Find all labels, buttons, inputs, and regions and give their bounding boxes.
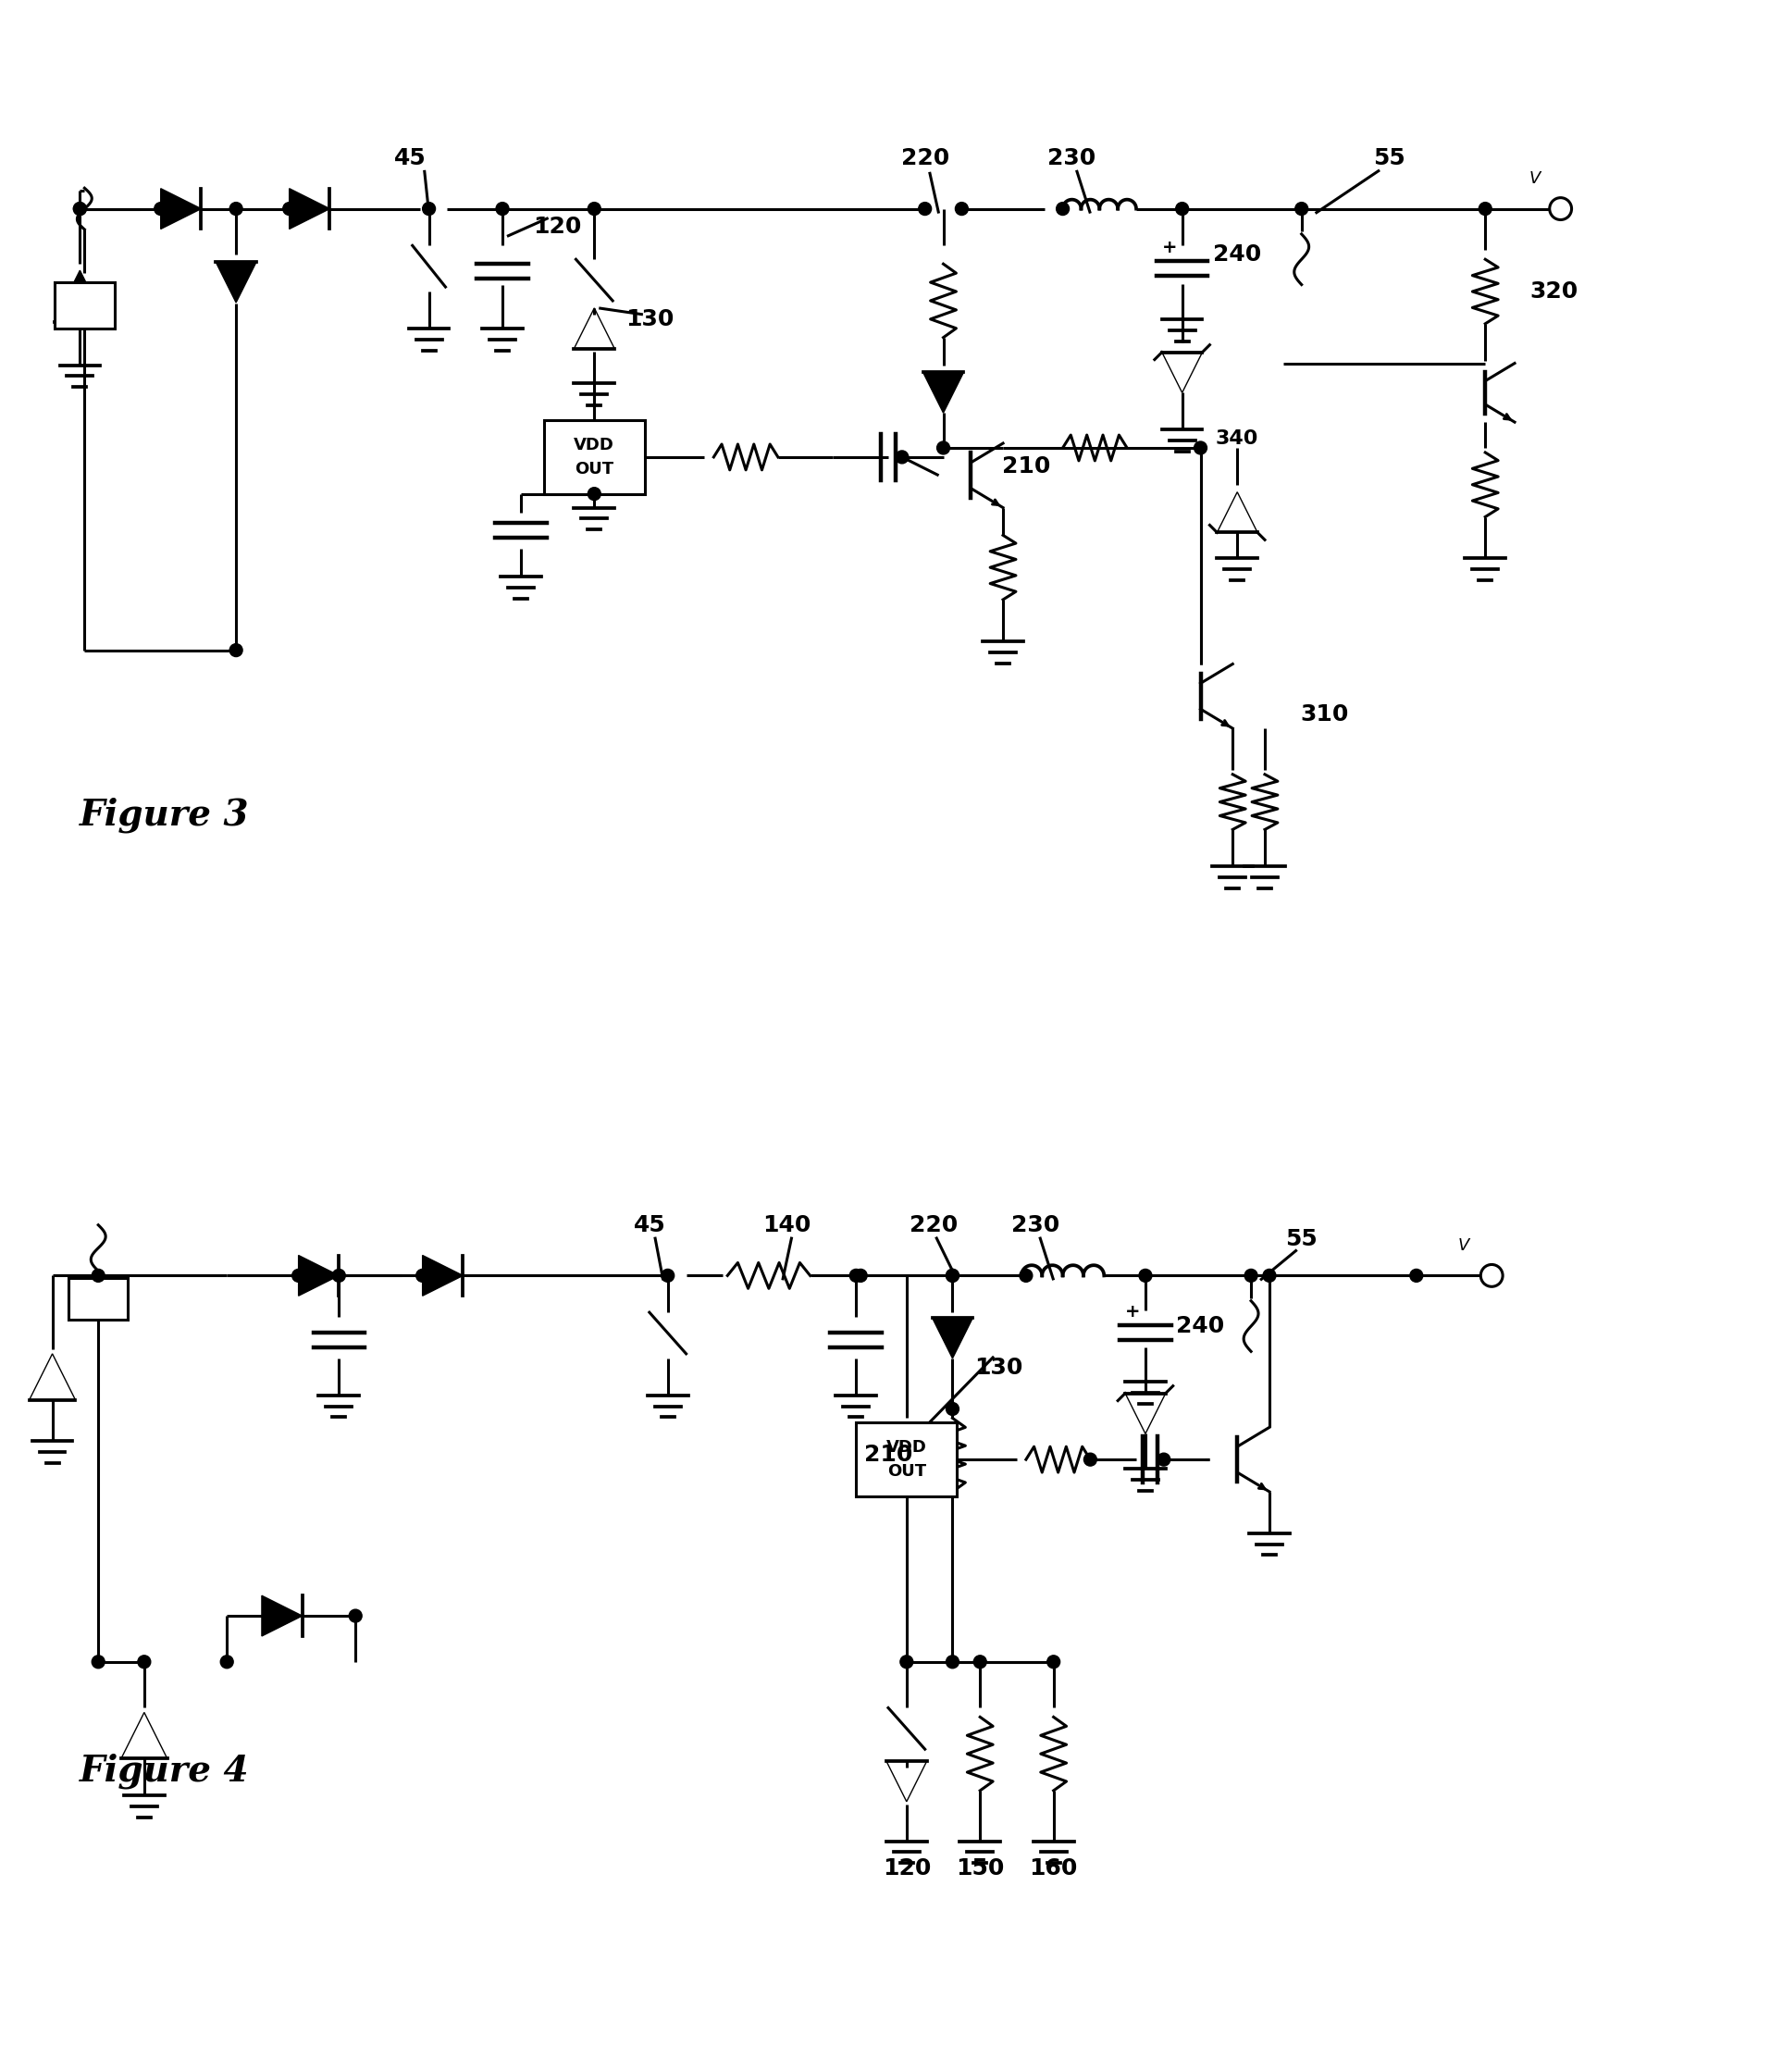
Polygon shape — [924, 373, 963, 412]
Circle shape — [1195, 441, 1207, 454]
FancyBboxPatch shape — [543, 421, 644, 493]
Text: V: V — [1458, 1237, 1469, 1254]
Text: 140: 140 — [763, 1214, 811, 1237]
Text: 45: 45 — [395, 147, 427, 170]
Polygon shape — [30, 1353, 76, 1401]
Polygon shape — [299, 1256, 338, 1295]
Polygon shape — [289, 189, 329, 230]
Circle shape — [154, 203, 166, 215]
Circle shape — [1048, 1656, 1060, 1668]
Text: 220: 220 — [910, 1214, 958, 1237]
Polygon shape — [262, 1595, 303, 1637]
Text: 230: 230 — [1011, 1214, 1060, 1237]
Circle shape — [283, 203, 296, 215]
Text: Figure 4: Figure 4 — [80, 1753, 250, 1790]
Polygon shape — [933, 1318, 974, 1359]
Text: +: + — [1161, 238, 1177, 257]
Text: VDD: VDD — [887, 1438, 927, 1455]
Text: 120: 120 — [883, 1859, 931, 1879]
Polygon shape — [423, 1256, 464, 1295]
Circle shape — [1138, 1270, 1152, 1283]
Text: 45: 45 — [634, 1214, 666, 1237]
Text: 55: 55 — [1285, 1229, 1317, 1249]
Text: 240: 240 — [1177, 1316, 1225, 1336]
Polygon shape — [1218, 491, 1257, 533]
Circle shape — [901, 1656, 913, 1668]
FancyBboxPatch shape — [857, 1423, 958, 1496]
Circle shape — [416, 1270, 428, 1283]
Circle shape — [662, 1270, 674, 1283]
Circle shape — [974, 1656, 986, 1668]
Text: Figure 3: Figure 3 — [80, 798, 250, 833]
Circle shape — [850, 1270, 862, 1283]
Circle shape — [333, 1270, 345, 1283]
Circle shape — [1083, 1452, 1097, 1467]
Circle shape — [919, 203, 931, 215]
FancyBboxPatch shape — [69, 1278, 127, 1320]
Circle shape — [588, 203, 600, 215]
Polygon shape — [55, 269, 106, 321]
Circle shape — [1057, 203, 1069, 215]
Text: 160: 160 — [1030, 1859, 1078, 1879]
Circle shape — [138, 1656, 150, 1668]
Polygon shape — [1161, 352, 1202, 394]
Text: 240: 240 — [1212, 244, 1262, 265]
Text: 220: 220 — [901, 147, 949, 170]
Circle shape — [1020, 1270, 1032, 1283]
Text: 340: 340 — [1216, 429, 1258, 448]
Text: 230: 230 — [1048, 147, 1096, 170]
Text: 320: 320 — [1529, 280, 1579, 303]
Circle shape — [92, 1656, 104, 1668]
Text: +: + — [1126, 1303, 1140, 1320]
Text: 150: 150 — [956, 1859, 1004, 1879]
Circle shape — [230, 203, 242, 215]
Circle shape — [947, 1656, 959, 1668]
Circle shape — [1264, 1270, 1276, 1283]
Circle shape — [1244, 1270, 1257, 1283]
Polygon shape — [1126, 1392, 1166, 1434]
Text: OUT: OUT — [887, 1463, 926, 1479]
Text: 130: 130 — [974, 1357, 1023, 1378]
Circle shape — [956, 203, 968, 215]
Circle shape — [947, 1270, 959, 1283]
Text: VDD: VDD — [573, 437, 614, 454]
Polygon shape — [573, 309, 614, 348]
Text: 210: 210 — [864, 1444, 913, 1467]
Circle shape — [936, 441, 950, 454]
Polygon shape — [120, 1711, 166, 1759]
Circle shape — [92, 1270, 104, 1283]
Circle shape — [1175, 203, 1189, 215]
Text: 120: 120 — [533, 215, 582, 238]
Circle shape — [74, 203, 87, 215]
Text: OUT: OUT — [575, 460, 614, 479]
Circle shape — [1296, 203, 1308, 215]
Text: 130: 130 — [625, 309, 674, 329]
Polygon shape — [216, 261, 257, 303]
Circle shape — [349, 1610, 361, 1622]
Circle shape — [1478, 203, 1492, 215]
Circle shape — [588, 487, 600, 499]
Text: 55: 55 — [1374, 147, 1405, 170]
FancyBboxPatch shape — [55, 282, 115, 327]
Circle shape — [947, 1403, 959, 1415]
Circle shape — [1411, 1270, 1423, 1283]
Circle shape — [423, 203, 435, 215]
Circle shape — [1158, 1452, 1170, 1467]
Circle shape — [896, 450, 908, 464]
Circle shape — [74, 203, 87, 215]
Circle shape — [292, 1270, 304, 1283]
Text: V: V — [1529, 170, 1542, 186]
Text: 210: 210 — [1002, 456, 1050, 477]
Circle shape — [221, 1656, 234, 1668]
Circle shape — [855, 1270, 867, 1283]
Circle shape — [230, 644, 242, 657]
Polygon shape — [887, 1761, 927, 1803]
Circle shape — [496, 203, 508, 215]
Circle shape — [947, 1270, 959, 1283]
Text: 310: 310 — [1301, 704, 1349, 725]
Polygon shape — [161, 189, 202, 230]
